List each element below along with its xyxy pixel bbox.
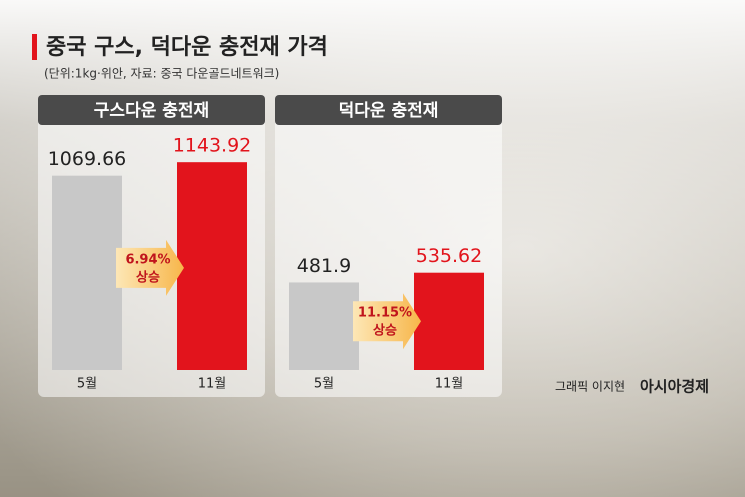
x-tick-label: 11월 (198, 377, 227, 392)
x-tick-label: 5월 (314, 377, 334, 392)
bar (414, 272, 484, 370)
title: 중국 구스, 덕다운 충전재 가격 (46, 35, 328, 60)
value-label: 1143.92 (173, 135, 252, 157)
change-label: 상승 (373, 324, 397, 339)
panel-header (38, 95, 265, 125)
change-value: 6.94% (125, 252, 170, 267)
panel-title: 덕다운 충전재 (339, 101, 439, 121)
change-label: 상승 (136, 270, 160, 285)
x-tick-label: 5월 (77, 377, 97, 392)
panel-title: 구스다운 충전재 (94, 101, 209, 121)
panel-header (275, 95, 502, 125)
change-arrow (116, 239, 184, 296)
change-value: 11.15% (358, 306, 412, 321)
value-label: 535.62 (416, 245, 482, 267)
credit: 그래픽 이지현 (555, 380, 625, 394)
value-label: 481.9 (297, 255, 351, 277)
bar (52, 175, 122, 370)
value-label: 1069.66 (48, 148, 127, 170)
x-tick-label: 11월 (435, 377, 464, 392)
subtitle: (단위:1kg·위안, 자료: 중국 다운골드네트워크) (44, 67, 279, 81)
title-accent (32, 34, 37, 60)
change-arrow (353, 293, 421, 350)
bar (177, 162, 247, 370)
bar (289, 282, 359, 370)
brand: 아시아경제 (640, 378, 709, 396)
